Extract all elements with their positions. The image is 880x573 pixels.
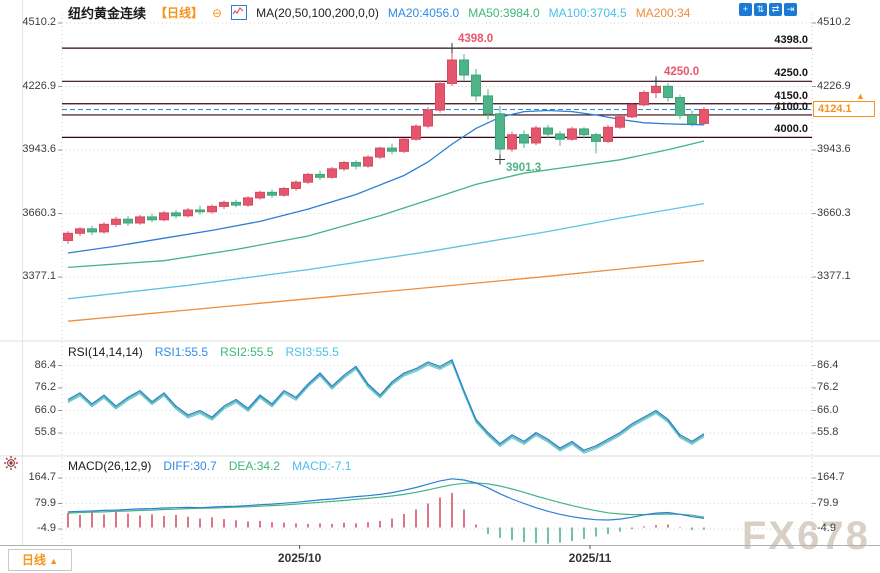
macd-header: MACD(26,12,9) DIFF:30.7 DEA:34.2 MACD:-7… bbox=[68, 459, 351, 473]
rsi1-line bbox=[67, 358, 705, 451]
last-price-tag: 4124.1 bbox=[813, 100, 875, 117]
x-axis-label: 2025/10 bbox=[277, 551, 322, 565]
ma-settings-label: MA(20,50,100,200,0,0) bbox=[256, 5, 379, 20]
highlight-sun-icon[interactable] bbox=[3, 455, 19, 476]
rsi1-value: RSI1:55.5 bbox=[154, 345, 209, 359]
chart-toolbar: + ⇅ ⇄ ⇥ bbox=[739, 3, 797, 16]
period-label[interactable]: 【日线】 bbox=[155, 6, 204, 20]
rsi3-value: RSI3:55.5 bbox=[285, 345, 339, 359]
indicator-chart-icon[interactable] bbox=[231, 5, 248, 20]
price-axis-tool-button[interactable]: ⇅ bbox=[754, 3, 767, 16]
diff-value: DIFF:30.7 bbox=[163, 459, 217, 473]
x-axis-label: 2025/11 bbox=[568, 551, 612, 565]
instrument-title: 纽约黄金连续 bbox=[68, 6, 147, 21]
rsi3-line bbox=[67, 362, 705, 454]
pan-tool-button[interactable]: + bbox=[739, 3, 752, 16]
collapse-icon[interactable]: ⊖ bbox=[212, 5, 223, 20]
candles-layer bbox=[63, 48, 709, 244]
ma200-line bbox=[67, 260, 705, 322]
ma50-value: MA50:3984.0 bbox=[468, 5, 540, 20]
ma20-value: MA20:4056.0 bbox=[387, 5, 460, 20]
dea-line bbox=[67, 482, 705, 518]
ma200-value: MA200:34 bbox=[635, 5, 691, 20]
rsi-title[interactable]: RSI(14,14,14) bbox=[68, 345, 143, 359]
diff-line bbox=[67, 478, 705, 521]
period-selector-button[interactable]: 日线 ▲ bbox=[8, 549, 72, 571]
macd-title[interactable]: MACD(26,12,9) bbox=[68, 459, 152, 473]
jump-to-latest-button[interactable]: ⇥ bbox=[784, 3, 797, 16]
latest-price-arrow-icon: ▲ bbox=[856, 90, 865, 101]
ma100-value: MA100:3704.5 bbox=[548, 5, 627, 20]
dea-value: DEA:34.2 bbox=[228, 459, 281, 473]
chart-header: 纽约黄金连续 【日线】 ⊖ MA(20,50,100,200,0,0) MA20… bbox=[68, 3, 690, 22]
macd-histogram bbox=[67, 492, 705, 544]
macd-value: MACD:-7.1 bbox=[292, 459, 352, 473]
rsi2-value: RSI2:55.5 bbox=[220, 345, 274, 359]
time-axis-tool-button[interactable]: ⇄ bbox=[769, 3, 782, 16]
ma100-line bbox=[67, 202, 705, 300]
rsi-header: RSI(14,14,14) RSI1:55.5 RSI2:55.5 RSI3:5… bbox=[68, 345, 339, 359]
time-axis-bar: 日线 ▲ 2025/10 2025/11 bbox=[0, 546, 880, 573]
rsi2-line bbox=[67, 360, 705, 453]
watermark: FX678 bbox=[742, 514, 870, 558]
ma50-line bbox=[67, 140, 705, 269]
